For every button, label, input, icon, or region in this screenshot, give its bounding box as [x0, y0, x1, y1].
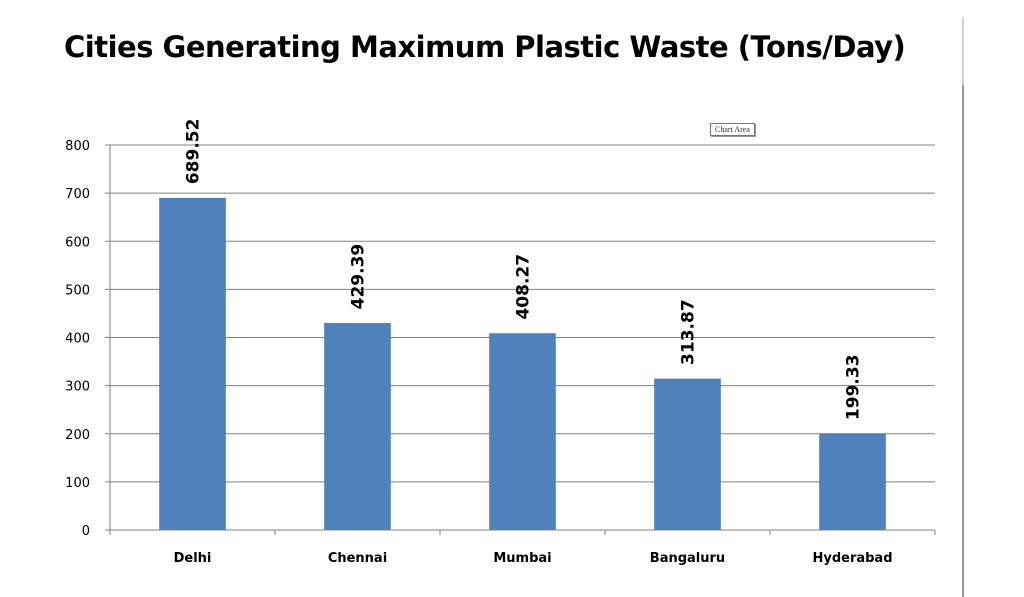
chart-area-tooltip: Chart Area	[710, 123, 755, 136]
y-tick-label: 600	[65, 235, 90, 250]
data-label: 313.87	[679, 299, 699, 365]
x-tick-label: Chennai	[328, 551, 387, 566]
bar	[819, 433, 886, 531]
x-tick-label: Hyderabad	[812, 551, 892, 566]
data-label: 429.39	[349, 244, 369, 310]
y-tick-label: 100	[65, 476, 90, 491]
chart-title: Cities Generating Maximum Plastic Waste …	[64, 30, 906, 64]
y-tick-label: 500	[65, 283, 90, 298]
y-tick-label: 300	[65, 380, 90, 395]
bar	[489, 333, 556, 531]
data-label: 408.27	[514, 254, 534, 320]
y-tick-label: 400	[65, 332, 90, 347]
bar	[654, 378, 721, 531]
window-edge-divider-shadow	[962, 85, 964, 597]
bars	[159, 197, 886, 531]
y-tick-label: 800	[65, 139, 90, 154]
y-tick-label: 0	[82, 524, 90, 539]
x-tick-label: Bangaluru	[650, 551, 725, 566]
axes	[105, 144, 936, 535]
y-tick-label: 200	[65, 428, 90, 443]
y-tick-label: 700	[65, 187, 90, 202]
data-label: 199.33	[844, 354, 864, 420]
bar	[324, 323, 391, 531]
data-label: 689.52	[184, 119, 204, 185]
x-tick-label: Mumbai	[493, 551, 551, 566]
labels: 0 100 200 300 400 500 600 700 800 Delhi 689.52 Chen…	[65, 119, 892, 566]
x-tick-label: Delhi	[174, 551, 212, 566]
bar	[159, 197, 226, 531]
